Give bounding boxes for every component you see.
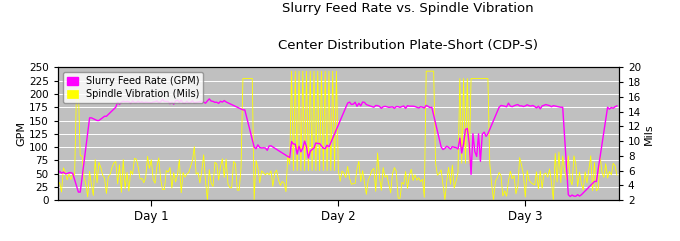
Y-axis label: GPM: GPM [16,121,26,146]
Y-axis label: Mils: Mils [644,123,654,145]
Legend: Slurry Feed Rate (GPM), Spindle Vibration (Mils): Slurry Feed Rate (GPM), Spindle Vibratio… [63,72,203,103]
Text: Slurry Feed Rate vs. Spindle Vibration: Slurry Feed Rate vs. Spindle Vibration [282,2,534,15]
Text: Center Distribution Plate-Short (CDP-S): Center Distribution Plate-Short (CDP-S) [278,39,538,52]
